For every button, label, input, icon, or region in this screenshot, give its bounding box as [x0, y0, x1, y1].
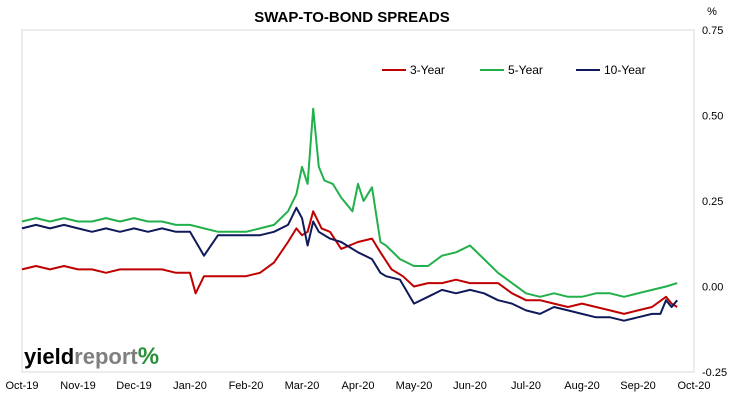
y-axis: 0.75 0.50 0.25 0.00 -0.25 [702, 25, 727, 379]
x-tick-label: Nov-19 [60, 380, 95, 392]
logo-text-yield: yield [24, 344, 74, 369]
x-tick-label: Jul-20 [511, 380, 541, 392]
x-tick-label: Jun-20 [453, 380, 487, 392]
x-tick-label: May-20 [396, 380, 433, 392]
x-tick-label: Oct-20 [677, 380, 710, 392]
y-tick-label: 0.25 [702, 196, 723, 208]
logo-percent-symbol: % [138, 343, 159, 370]
series-line-3-year [21, 210, 678, 315]
y-tick-label: 0.75 [702, 25, 723, 37]
y-unit-label: % [707, 6, 717, 18]
series-layer [21, 107, 678, 322]
x-tick-label: Aug-20 [564, 380, 599, 392]
x-tick-label: Dec-19 [116, 380, 151, 392]
y-tick-label: 0.50 [702, 111, 723, 123]
x-tick-label: Jan-20 [173, 380, 207, 392]
x-axis: Oct-19 Nov-19 Dec-19 Jan-20 Feb-20 Mar-20 Apr-… [5, 380, 710, 392]
series-line-10-year [21, 206, 678, 322]
legend-label: 3-Year [410, 63, 445, 77]
x-tick-label: Mar-20 [285, 380, 320, 392]
legend-label: 5-Year [508, 63, 543, 77]
x-tick-label: Apr-20 [341, 380, 374, 392]
x-tick-label: Sep-20 [620, 380, 655, 392]
svg-text:yieldreport%: yieldreport% [24, 343, 159, 370]
y-tick-label: -0.25 [702, 367, 727, 379]
legend-label: 10-Year [604, 63, 646, 77]
series-line-5-year [21, 107, 678, 298]
legend: 3-Year 5-Year 10-Year [382, 63, 646, 77]
logo: yieldreport% [24, 343, 159, 370]
plot-area [21, 29, 695, 373]
logo-text-report: report [74, 344, 138, 369]
x-tick-label: Oct-19 [5, 380, 38, 392]
x-tick-label: Feb-20 [229, 380, 264, 392]
y-tick-label: 0.00 [702, 282, 723, 294]
chart-title: SWAP-TO-BOND SPREADS [254, 9, 450, 26]
